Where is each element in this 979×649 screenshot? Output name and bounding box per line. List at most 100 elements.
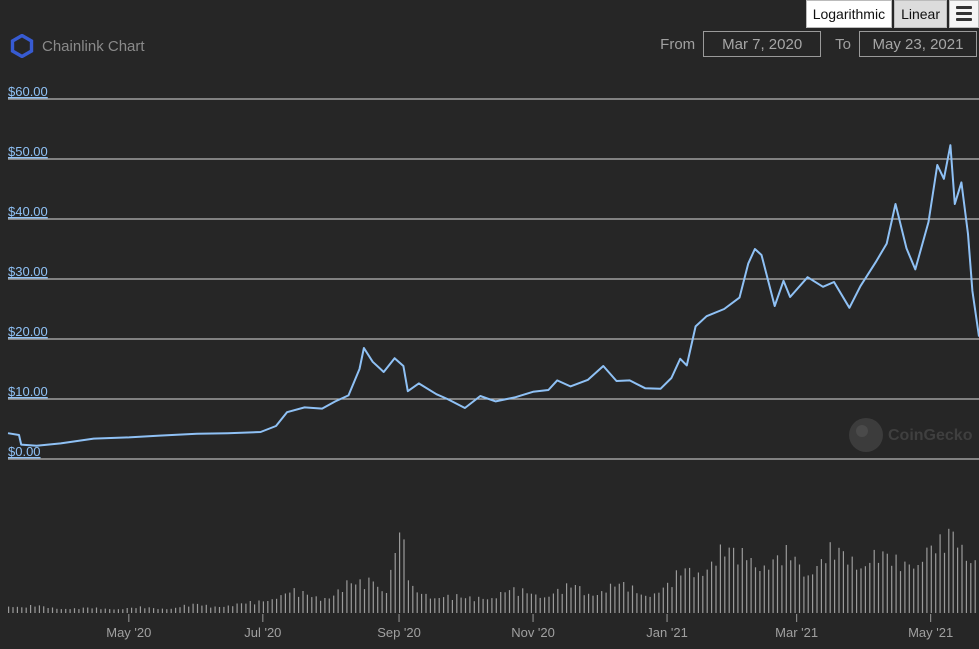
volume-bar — [851, 556, 853, 613]
volume-bar — [886, 553, 888, 613]
volume-bar — [289, 592, 291, 613]
volume-bar — [135, 608, 137, 613]
volume-bar — [196, 603, 199, 613]
volume-bar — [456, 594, 458, 613]
volume-bar — [416, 592, 418, 613]
x-tick-label: Sep '20 — [377, 625, 421, 640]
volume-bar — [69, 609, 71, 613]
volume-bar — [825, 563, 827, 613]
watermark-label: CoinGecko — [888, 427, 973, 444]
y-tick-label: $10.00 — [8, 384, 48, 399]
volume-bar — [175, 607, 177, 613]
volume-bar — [864, 566, 866, 613]
volume-bar — [60, 609, 62, 613]
volume-bar — [965, 560, 967, 613]
volume-bar — [267, 601, 269, 613]
volume-bar — [921, 561, 924, 613]
volume-bar — [16, 606, 18, 613]
volume-bar — [363, 589, 366, 613]
volume-bar — [218, 607, 221, 613]
volume-bar — [34, 606, 36, 613]
volume-bar — [122, 609, 124, 613]
volume-bar — [377, 586, 379, 613]
volume-bar — [522, 588, 524, 613]
volume-bar — [139, 606, 141, 613]
volume-bar — [614, 586, 616, 613]
volume-bar — [552, 593, 554, 613]
volume-bar — [838, 547, 840, 613]
volume-bar — [667, 582, 669, 613]
volume-bar — [544, 597, 546, 613]
volume-bar — [82, 607, 84, 613]
volume-bar — [798, 564, 801, 613]
volume-bar — [249, 601, 251, 613]
volume-bar — [812, 574, 814, 613]
volume-bar — [535, 594, 537, 613]
x-tick-label: Jan '21 — [646, 625, 688, 640]
volume-bar — [407, 580, 409, 613]
volume-bar — [280, 595, 282, 613]
volume-bar — [785, 545, 787, 613]
volume-bar — [952, 531, 954, 613]
volume-bar — [359, 579, 361, 613]
volume-bar — [434, 598, 436, 613]
volume-bar — [73, 608, 76, 613]
volume-bar — [820, 559, 822, 613]
volume-bar — [473, 601, 475, 613]
volume-bar — [500, 592, 502, 613]
to-date-input[interactable] — [859, 31, 977, 57]
volume-bar — [245, 603, 247, 613]
y-axis-labels: $0.00 $10.00 $20.00 $30.00 $40.00 $50.00 $60.0… — [8, 84, 48, 459]
volume-bar — [390, 569, 392, 613]
volume-bar — [754, 567, 757, 613]
volume-bar — [882, 551, 884, 613]
volume-bar — [794, 556, 796, 613]
volume-bar — [223, 606, 225, 613]
volume-bar — [680, 575, 682, 613]
volume-bar — [917, 565, 919, 613]
price-series — [7, 144, 979, 447]
volume-bar — [508, 590, 511, 613]
volume-bar — [394, 553, 396, 613]
volume-bar — [464, 598, 467, 613]
volume-bar — [438, 598, 440, 613]
volume-bar — [372, 581, 374, 613]
volume-bar — [803, 576, 805, 613]
volume-bar — [557, 588, 559, 613]
volume-bar — [100, 609, 102, 613]
volume-bar — [284, 593, 286, 613]
volume-bar — [790, 560, 792, 613]
volume-bar — [56, 608, 58, 613]
volume-bar — [583, 595, 585, 613]
volume-bar — [513, 587, 515, 613]
volume-bar — [447, 594, 449, 613]
volume-bar — [702, 575, 704, 613]
volume-bar — [43, 606, 45, 613]
date-range: From To — [660, 31, 977, 57]
volume-bar — [25, 607, 27, 613]
volume-bar — [684, 568, 686, 613]
chart-menu-icon[interactable] — [949, 0, 979, 28]
from-date-input[interactable] — [703, 31, 822, 57]
volume-bar — [271, 599, 273, 613]
volume-bar — [847, 564, 849, 613]
volume-bar — [869, 562, 871, 613]
linear-button[interactable]: Linear — [894, 0, 947, 28]
volume-bar — [113, 609, 115, 613]
logarithmic-button[interactable]: Logarithmic — [805, 0, 893, 28]
volume-bar — [715, 565, 717, 613]
volume-bar — [148, 607, 150, 613]
volume-bar — [605, 592, 607, 613]
volume-bar — [711, 561, 713, 613]
volume-bar — [913, 568, 915, 613]
volume-bar — [768, 569, 770, 613]
volume-bar — [856, 569, 858, 613]
volume-bar — [381, 591, 383, 613]
grid-lines — [8, 98, 979, 460]
volume-bar — [478, 596, 480, 613]
volume-bar — [153, 608, 155, 613]
volume-bar — [926, 547, 928, 613]
volume-bar — [232, 606, 234, 613]
volume-bar — [746, 560, 748, 613]
